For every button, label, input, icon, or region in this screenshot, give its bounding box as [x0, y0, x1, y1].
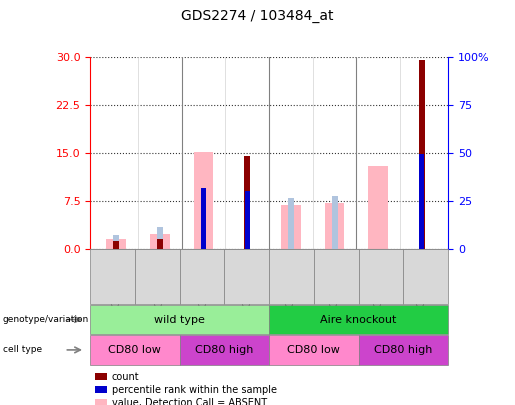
Bar — [419, 154, 424, 249]
Text: genotype/variation: genotype/variation — [3, 315, 89, 324]
Text: Aire knockout: Aire knockout — [320, 315, 397, 324]
Text: percentile rank within the sample: percentile rank within the sample — [112, 385, 277, 394]
Text: wild type: wild type — [154, 315, 205, 324]
Text: value, Detection Call = ABSENT: value, Detection Call = ABSENT — [112, 398, 267, 405]
Text: CD80 high: CD80 high — [374, 345, 433, 355]
Bar — [113, 241, 119, 249]
Text: GDS2274 / 103484_at: GDS2274 / 103484_at — [181, 9, 334, 23]
Bar — [419, 60, 425, 249]
Bar — [288, 198, 294, 249]
Bar — [325, 203, 345, 249]
Bar — [150, 234, 170, 249]
Bar — [245, 191, 250, 249]
Bar — [113, 235, 119, 249]
Bar — [157, 227, 163, 249]
Bar — [157, 239, 163, 249]
Bar — [201, 188, 206, 249]
Bar — [244, 156, 250, 249]
Text: CD80 low: CD80 low — [109, 345, 161, 355]
Text: CD80 low: CD80 low — [287, 345, 340, 355]
Bar — [194, 151, 213, 249]
Bar — [281, 205, 301, 249]
Bar — [332, 196, 338, 249]
Bar — [368, 166, 388, 249]
Bar — [107, 239, 126, 249]
Text: CD80 high: CD80 high — [195, 345, 253, 355]
Text: count: count — [112, 372, 140, 382]
Text: cell type: cell type — [3, 345, 42, 354]
